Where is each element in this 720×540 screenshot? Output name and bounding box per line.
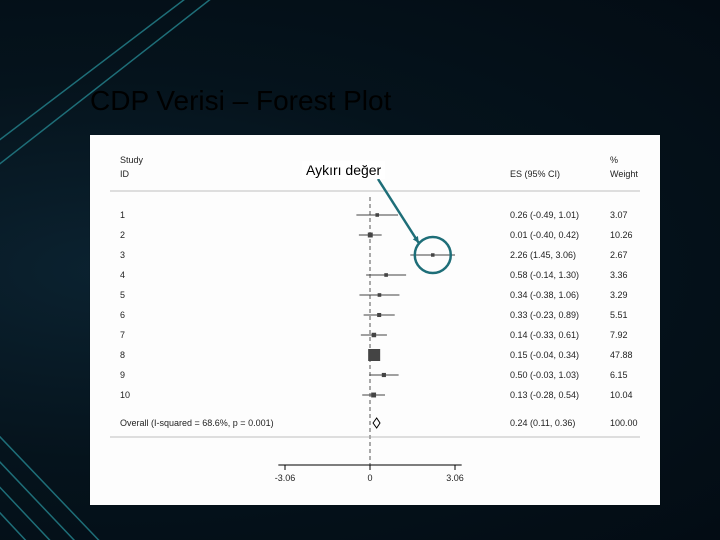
effect-marker bbox=[368, 233, 373, 238]
es-text: 2.26 (1.45, 3.06) bbox=[510, 250, 576, 260]
overall-es-text: 0.24 (0.11, 0.36) bbox=[510, 418, 575, 428]
weight-text: 2.67 bbox=[610, 250, 628, 260]
header-id: ID bbox=[120, 169, 130, 179]
es-text: 0.01 (-0.40, 0.42) bbox=[510, 230, 579, 240]
forest-plot-svg: Study ID% ES (95% CI) Weight 1 0.26 (-0.49, 1… bbox=[90, 135, 660, 505]
overall-weight-text: 100.00 bbox=[610, 418, 638, 428]
overall-label: Overall (I-squared = 68.6%, p = 0.001) bbox=[120, 418, 274, 428]
effect-marker bbox=[368, 349, 380, 361]
study-id: 1 bbox=[120, 210, 125, 220]
effect-marker bbox=[377, 313, 381, 317]
weight-text: 5.51 bbox=[610, 310, 628, 320]
weight-text: 3.36 bbox=[610, 270, 628, 280]
weight-text: 3.07 bbox=[610, 210, 628, 220]
es-text: 0.50 (-0.03, 1.03) bbox=[510, 370, 579, 380]
slide-title: CDP Verisi – Forest Plot bbox=[90, 85, 391, 117]
es-text: 0.34 (-0.38, 1.06) bbox=[510, 290, 579, 300]
header-study: Study bbox=[120, 155, 144, 165]
study-id: 7 bbox=[120, 330, 125, 340]
weight-text: 6.15 bbox=[610, 370, 628, 380]
weight-text: 3.29 bbox=[610, 290, 628, 300]
effect-marker bbox=[378, 293, 382, 297]
effect-marker bbox=[384, 273, 388, 277]
effect-marker bbox=[382, 373, 386, 377]
study-id: 3 bbox=[120, 250, 125, 260]
study-id: 2 bbox=[120, 230, 125, 240]
study-id: 4 bbox=[120, 270, 125, 280]
header-es: ES (95% CI) bbox=[510, 169, 560, 179]
es-text: 0.15 (-0.04, 0.34) bbox=[510, 350, 579, 360]
study-id: 10 bbox=[120, 390, 130, 400]
overall-diamond bbox=[373, 418, 380, 428]
header-weight: Weight bbox=[610, 169, 638, 179]
x-tick-label: -3.06 bbox=[275, 473, 296, 483]
es-text: 0.58 (-0.14, 1.30) bbox=[510, 270, 579, 280]
study-id: 5 bbox=[120, 290, 125, 300]
es-text: 0.33 (-0.23, 0.89) bbox=[510, 310, 579, 320]
effect-marker bbox=[371, 393, 376, 398]
weight-text: 10.26 bbox=[610, 230, 633, 240]
weight-text: 7.92 bbox=[610, 330, 628, 340]
forest-plot-card: Study ID% ES (95% CI) Weight 1 0.26 (-0.49, 1… bbox=[90, 135, 660, 505]
outlier-annotation-label: Aykırı değer bbox=[302, 161, 385, 179]
outlier-arrow-line bbox=[378, 179, 419, 243]
weight-text: 10.04 bbox=[610, 390, 633, 400]
weight-text: 47.88 bbox=[610, 350, 633, 360]
es-text: 0.14 (-0.33, 0.61) bbox=[510, 330, 579, 340]
x-tick-label: 0 bbox=[367, 473, 372, 483]
study-id: 8 bbox=[120, 350, 125, 360]
header-pct: % bbox=[610, 155, 618, 165]
study-id: 9 bbox=[120, 370, 125, 380]
slide-root: CDP Verisi – Forest Plot Study ID% ES (95%… bbox=[0, 0, 720, 540]
es-text: 0.26 (-0.49, 1.01) bbox=[510, 210, 579, 220]
x-tick-label: 3.06 bbox=[446, 473, 464, 483]
study-id: 6 bbox=[120, 310, 125, 320]
effect-marker bbox=[372, 333, 376, 337]
effect-marker bbox=[375, 213, 379, 217]
effect-marker bbox=[431, 253, 435, 257]
es-text: 0.13 (-0.28, 0.54) bbox=[510, 390, 579, 400]
